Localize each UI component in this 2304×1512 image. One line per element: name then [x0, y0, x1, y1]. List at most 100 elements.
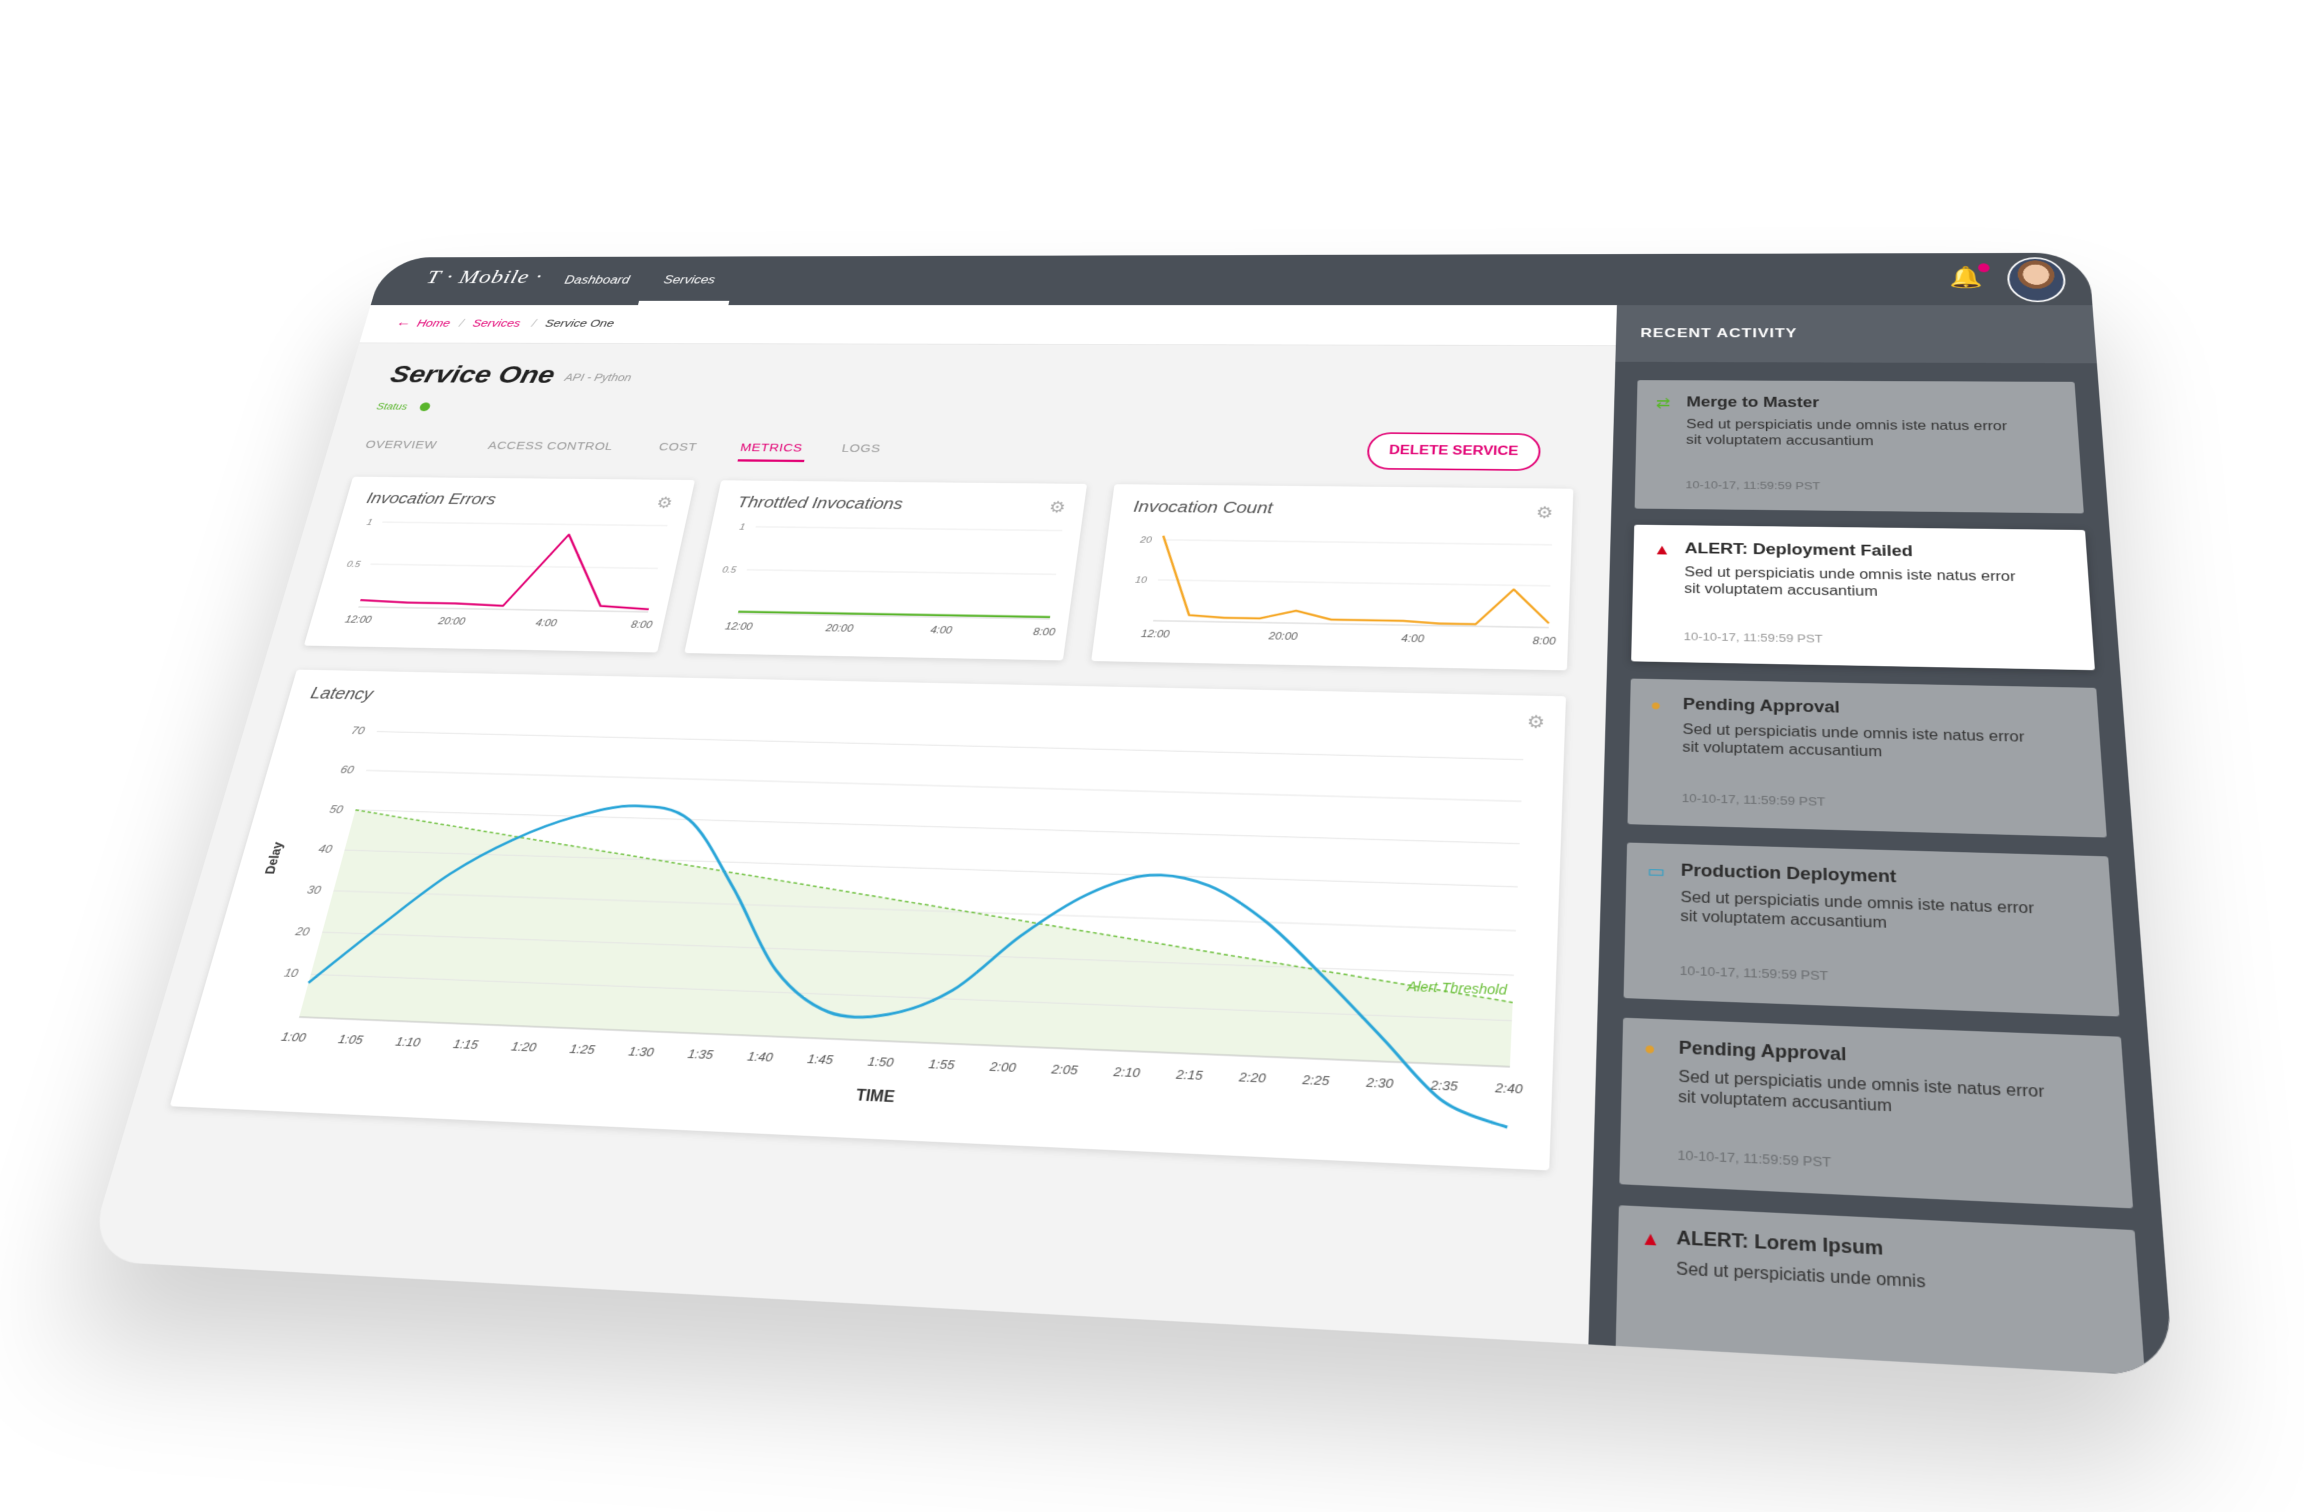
y-tick-label: 40 — [317, 844, 334, 856]
x-tick-label: 2:25 — [1301, 1074, 1330, 1089]
merge-icon: ⇄ — [1655, 395, 1671, 411]
activity-body: Sed ut perspiciatis unde omnis iste natu… — [1685, 418, 2008, 449]
x-tick-label: 2:20 — [1237, 1071, 1266, 1086]
x-tick-label: 1:45 — [806, 1053, 834, 1067]
breadcrumb-services[interactable]: Services — [471, 317, 522, 330]
breadcrumb: ← Home / Services / Service One — [359, 305, 1617, 346]
x-tick-label: 1:00 — [280, 1031, 308, 1045]
activity-timestamp: 10-10-17, 11:59:59 PST — [1683, 629, 1823, 646]
y-tick-label: 1 — [365, 518, 373, 527]
x-tick-label: 1:10 — [394, 1036, 422, 1050]
breadcrumb-separator: / — [530, 317, 538, 330]
activity-item[interactable]: ▲ ALERT: Deployment Failed Sed ut perspici… — [1631, 524, 2095, 671]
breadcrumb-separator: / — [458, 317, 465, 330]
activity-item[interactable]: ▲ ALERT: Lorem Ipsum Sed ut perspiciatis u… — [1614, 1205, 2148, 1378]
x-tick-label: 2:15 — [1174, 1069, 1203, 1083]
page-subtitle: API - Python — [563, 371, 633, 384]
tab-access-control[interactable]: ACCESS CONTROL — [486, 439, 615, 453]
gridline — [371, 564, 658, 568]
arrow-left-icon[interactable]: ← — [394, 314, 414, 329]
gridline — [1158, 580, 1550, 586]
x-axis-label: TIME — [854, 1087, 895, 1106]
activity-item[interactable]: ⇄ Merge to Master Sed ut perspiciatis unde… — [1634, 380, 2084, 514]
invocation-count-chart: 20 10 12:00 20:00 4:00 8:00 — [1135, 484, 1556, 647]
x-tick-label: 12:00 — [724, 621, 753, 632]
sidebar-header: RECENT ACTIVITY — [1615, 305, 2097, 364]
x-axis — [358, 607, 648, 612]
delete-service-button[interactable]: DELETE SERVICE — [1365, 432, 1542, 471]
threshold-label: Alert Threshold — [1406, 979, 1509, 998]
activity-timestamp: 10-10-17, 11:59:59 PST — [1685, 478, 1821, 492]
activity-item[interactable]: ▭ Production Deployment Sed ut perspiciati… — [1623, 842, 2120, 1017]
brand-logo: T · Mobile · — [424, 266, 545, 288]
nav-services[interactable]: Services — [662, 274, 717, 287]
activity-body: Sed ut perspiciatis unde omnis — [1675, 1260, 1926, 1292]
x-tick-label: 2:05 — [1050, 1063, 1079, 1077]
x-tick-label: 2:00 — [988, 1061, 1017, 1075]
x-tick-label: 12:00 — [344, 615, 373, 626]
gridline — [377, 731, 1523, 759]
device-screen: T · Mobile · Dashboard Services 🔔 ← Home… — [85, 252, 2174, 1378]
activity-timestamp: 10-10-17, 11:59:59 PST — [1679, 963, 1829, 984]
tab-cost[interactable]: COST — [657, 440, 699, 454]
x-tick-label: 1:20 — [510, 1041, 538, 1055]
x-tick-label: 20:00 — [1267, 631, 1298, 643]
x-tick-label: 2:35 — [1429, 1079, 1459, 1094]
x-tick-label: 1:05 — [337, 1034, 365, 1048]
top-bar: T · Mobile · Dashboard Services 🔔 — [370, 252, 2093, 306]
x-tick-label: 20:00 — [436, 616, 466, 627]
status-dot — [418, 402, 432, 412]
x-tick-label: 1:15 — [452, 1038, 480, 1052]
gridline — [382, 522, 667, 526]
activity-body: Sed ut perspiciatis unde omnis iste natu… — [1680, 889, 2035, 932]
x-tick-label: 4:00 — [930, 625, 953, 636]
y-tick-label: 10 — [1135, 576, 1148, 586]
breadcrumb-current: Service One — [543, 317, 616, 330]
y-tick-label: 60 — [339, 765, 356, 777]
avatar[interactable] — [2006, 257, 2067, 303]
activity-title: Merge to Master — [1686, 394, 1820, 411]
activity-item[interactable]: ● Pending Approval Sed ut perspiciatis und… — [1619, 1017, 2134, 1209]
x-tick-label: 2:40 — [1494, 1082, 1524, 1097]
nav-dashboard[interactable]: Dashboard — [563, 274, 631, 287]
person-icon: ● — [1643, 1038, 1656, 1059]
x-tick-label: 1:30 — [627, 1046, 655, 1060]
x-tick-label: 1:40 — [746, 1051, 774, 1065]
notification-dot — [1977, 263, 1990, 273]
activity-body: Sed ut perspiciatis unde omnis iste natu… — [1678, 1068, 2045, 1116]
y-tick-label: 20 — [1139, 536, 1153, 546]
y-axis-label: Delay — [263, 842, 286, 875]
y-tick-label: 20 — [293, 926, 311, 939]
activity-title: Production Deployment — [1680, 860, 1897, 887]
gridline — [1163, 540, 1552, 545]
activity-item[interactable]: ● Pending Approval Sed ut perspiciatis und… — [1627, 678, 2107, 838]
laptop-icon: ▭ — [1647, 861, 1666, 881]
tab-overview[interactable]: OVERVIEW — [363, 438, 439, 452]
gridline — [747, 570, 1056, 575]
latency-chart: 10 20 30 40 50 60 70 Alert Threshold 1:00 1:05 1:1… — [263, 726, 1566, 1171]
tab-metrics[interactable]: METRICS — [739, 441, 804, 455]
y-tick-label: 70 — [350, 726, 366, 737]
x-tick-label: 8:00 — [630, 620, 653, 631]
x-tick-label: 12:00 — [1140, 629, 1170, 641]
y-tick-label: 0.5 — [346, 560, 362, 570]
y-tick-label: 1 — [738, 523, 745, 533]
x-tick-label: 4:00 — [534, 618, 557, 629]
invocation-errors-chart: 1 0.5 12:00 20:00 4:00 8:00 — [344, 518, 695, 631]
y-tick-label: 0.5 — [721, 565, 737, 575]
tab-logs[interactable]: LOGS — [840, 442, 882, 456]
x-tick-label: 1:55 — [928, 1058, 956, 1072]
x-tick-label: 1:35 — [687, 1048, 715, 1062]
breadcrumb-home[interactable]: Home — [415, 317, 452, 330]
activity-title: ALERT: Deployment Failed — [1684, 539, 1914, 560]
y-tick-label: 30 — [306, 885, 323, 897]
x-tick-label: 4:00 — [1401, 633, 1425, 645]
gridline — [756, 527, 1063, 531]
x-tick-label: 2:30 — [1365, 1077, 1395, 1092]
series-line — [359, 532, 665, 609]
status-label: Status — [375, 400, 410, 412]
y-tick-label: 10 — [283, 968, 300, 981]
recent-activity-sidebar: RECENT ACTIVITY ⇄ Merge to Master Sed ut p… — [1588, 305, 2174, 1378]
alert-icon: ▲ — [1653, 541, 1671, 558]
